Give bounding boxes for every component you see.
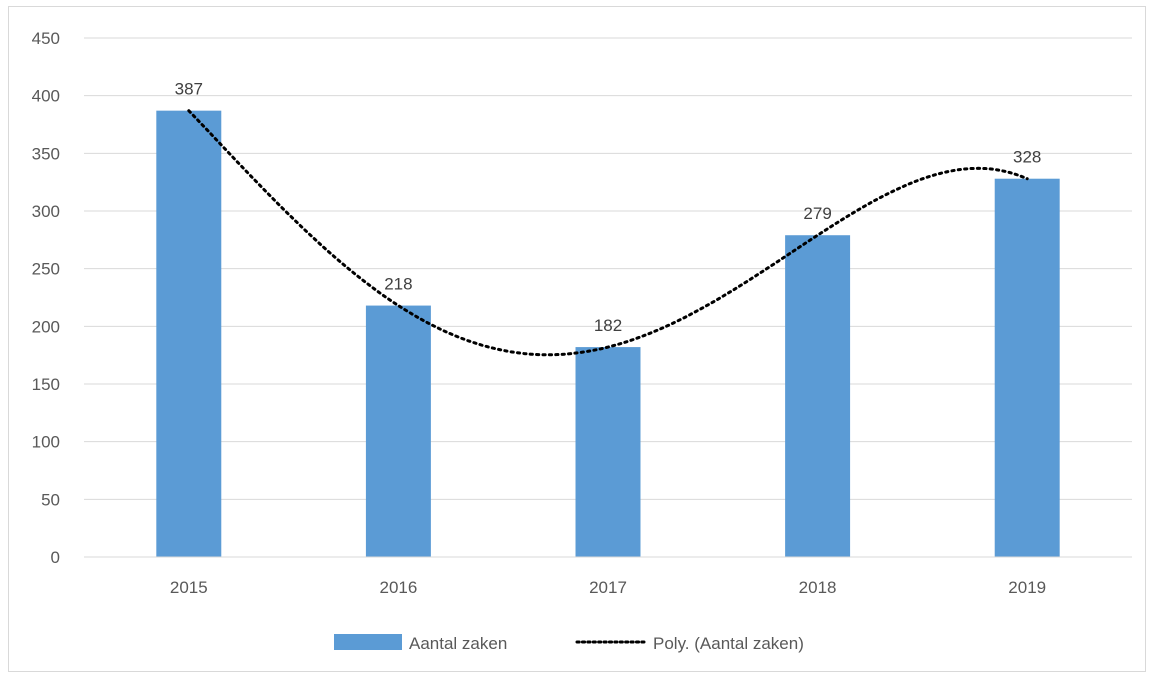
x-tick-label: 2015 — [170, 578, 208, 597]
y-tick-label: 350 — [32, 144, 60, 163]
legend-swatch-bar — [334, 634, 402, 650]
data-label: 182 — [594, 316, 622, 335]
y-tick-label: 300 — [32, 202, 60, 221]
data-label: 387 — [175, 80, 203, 99]
x-tick-label: 2018 — [799, 578, 837, 597]
x-tick-label: 2019 — [1008, 578, 1046, 597]
bar — [365, 305, 431, 557]
data-label: 328 — [1013, 148, 1041, 167]
y-tick-label: 250 — [32, 260, 60, 279]
y-tick-label: 450 — [32, 29, 60, 48]
legend-label-bar: Aantal zaken — [409, 634, 507, 653]
x-tick-label: 2016 — [379, 578, 417, 597]
data-labels: 387 218 182 279 328 — [175, 80, 1042, 335]
trendline — [187, 109, 1029, 357]
bars — [156, 110, 1060, 557]
data-label: 218 — [384, 275, 412, 294]
bar — [156, 110, 222, 557]
axes: 0 50 100 150 200 250 300 350 400 450 2015 2016 2017 2… — [32, 29, 1132, 597]
y-tick-label: 0 — [51, 548, 60, 567]
trendline-curve — [187, 109, 1029, 357]
y-tick-label: 200 — [32, 317, 60, 336]
y-tick-label: 400 — [32, 87, 60, 106]
y-tick-label: 100 — [32, 433, 60, 452]
x-tick-label: 2017 — [589, 578, 627, 597]
y-tick-label: 50 — [41, 490, 60, 509]
bar — [575, 347, 641, 557]
gridlines — [84, 37, 1132, 500]
data-label: 279 — [803, 204, 831, 223]
bar — [785, 235, 851, 557]
legend: Aantal zaken Poly. (Aantal zaken) — [334, 634, 804, 653]
y-tick-label: 150 — [32, 375, 60, 394]
legend-label-trend: Poly. (Aantal zaken) — [653, 634, 804, 653]
bar — [994, 178, 1060, 557]
